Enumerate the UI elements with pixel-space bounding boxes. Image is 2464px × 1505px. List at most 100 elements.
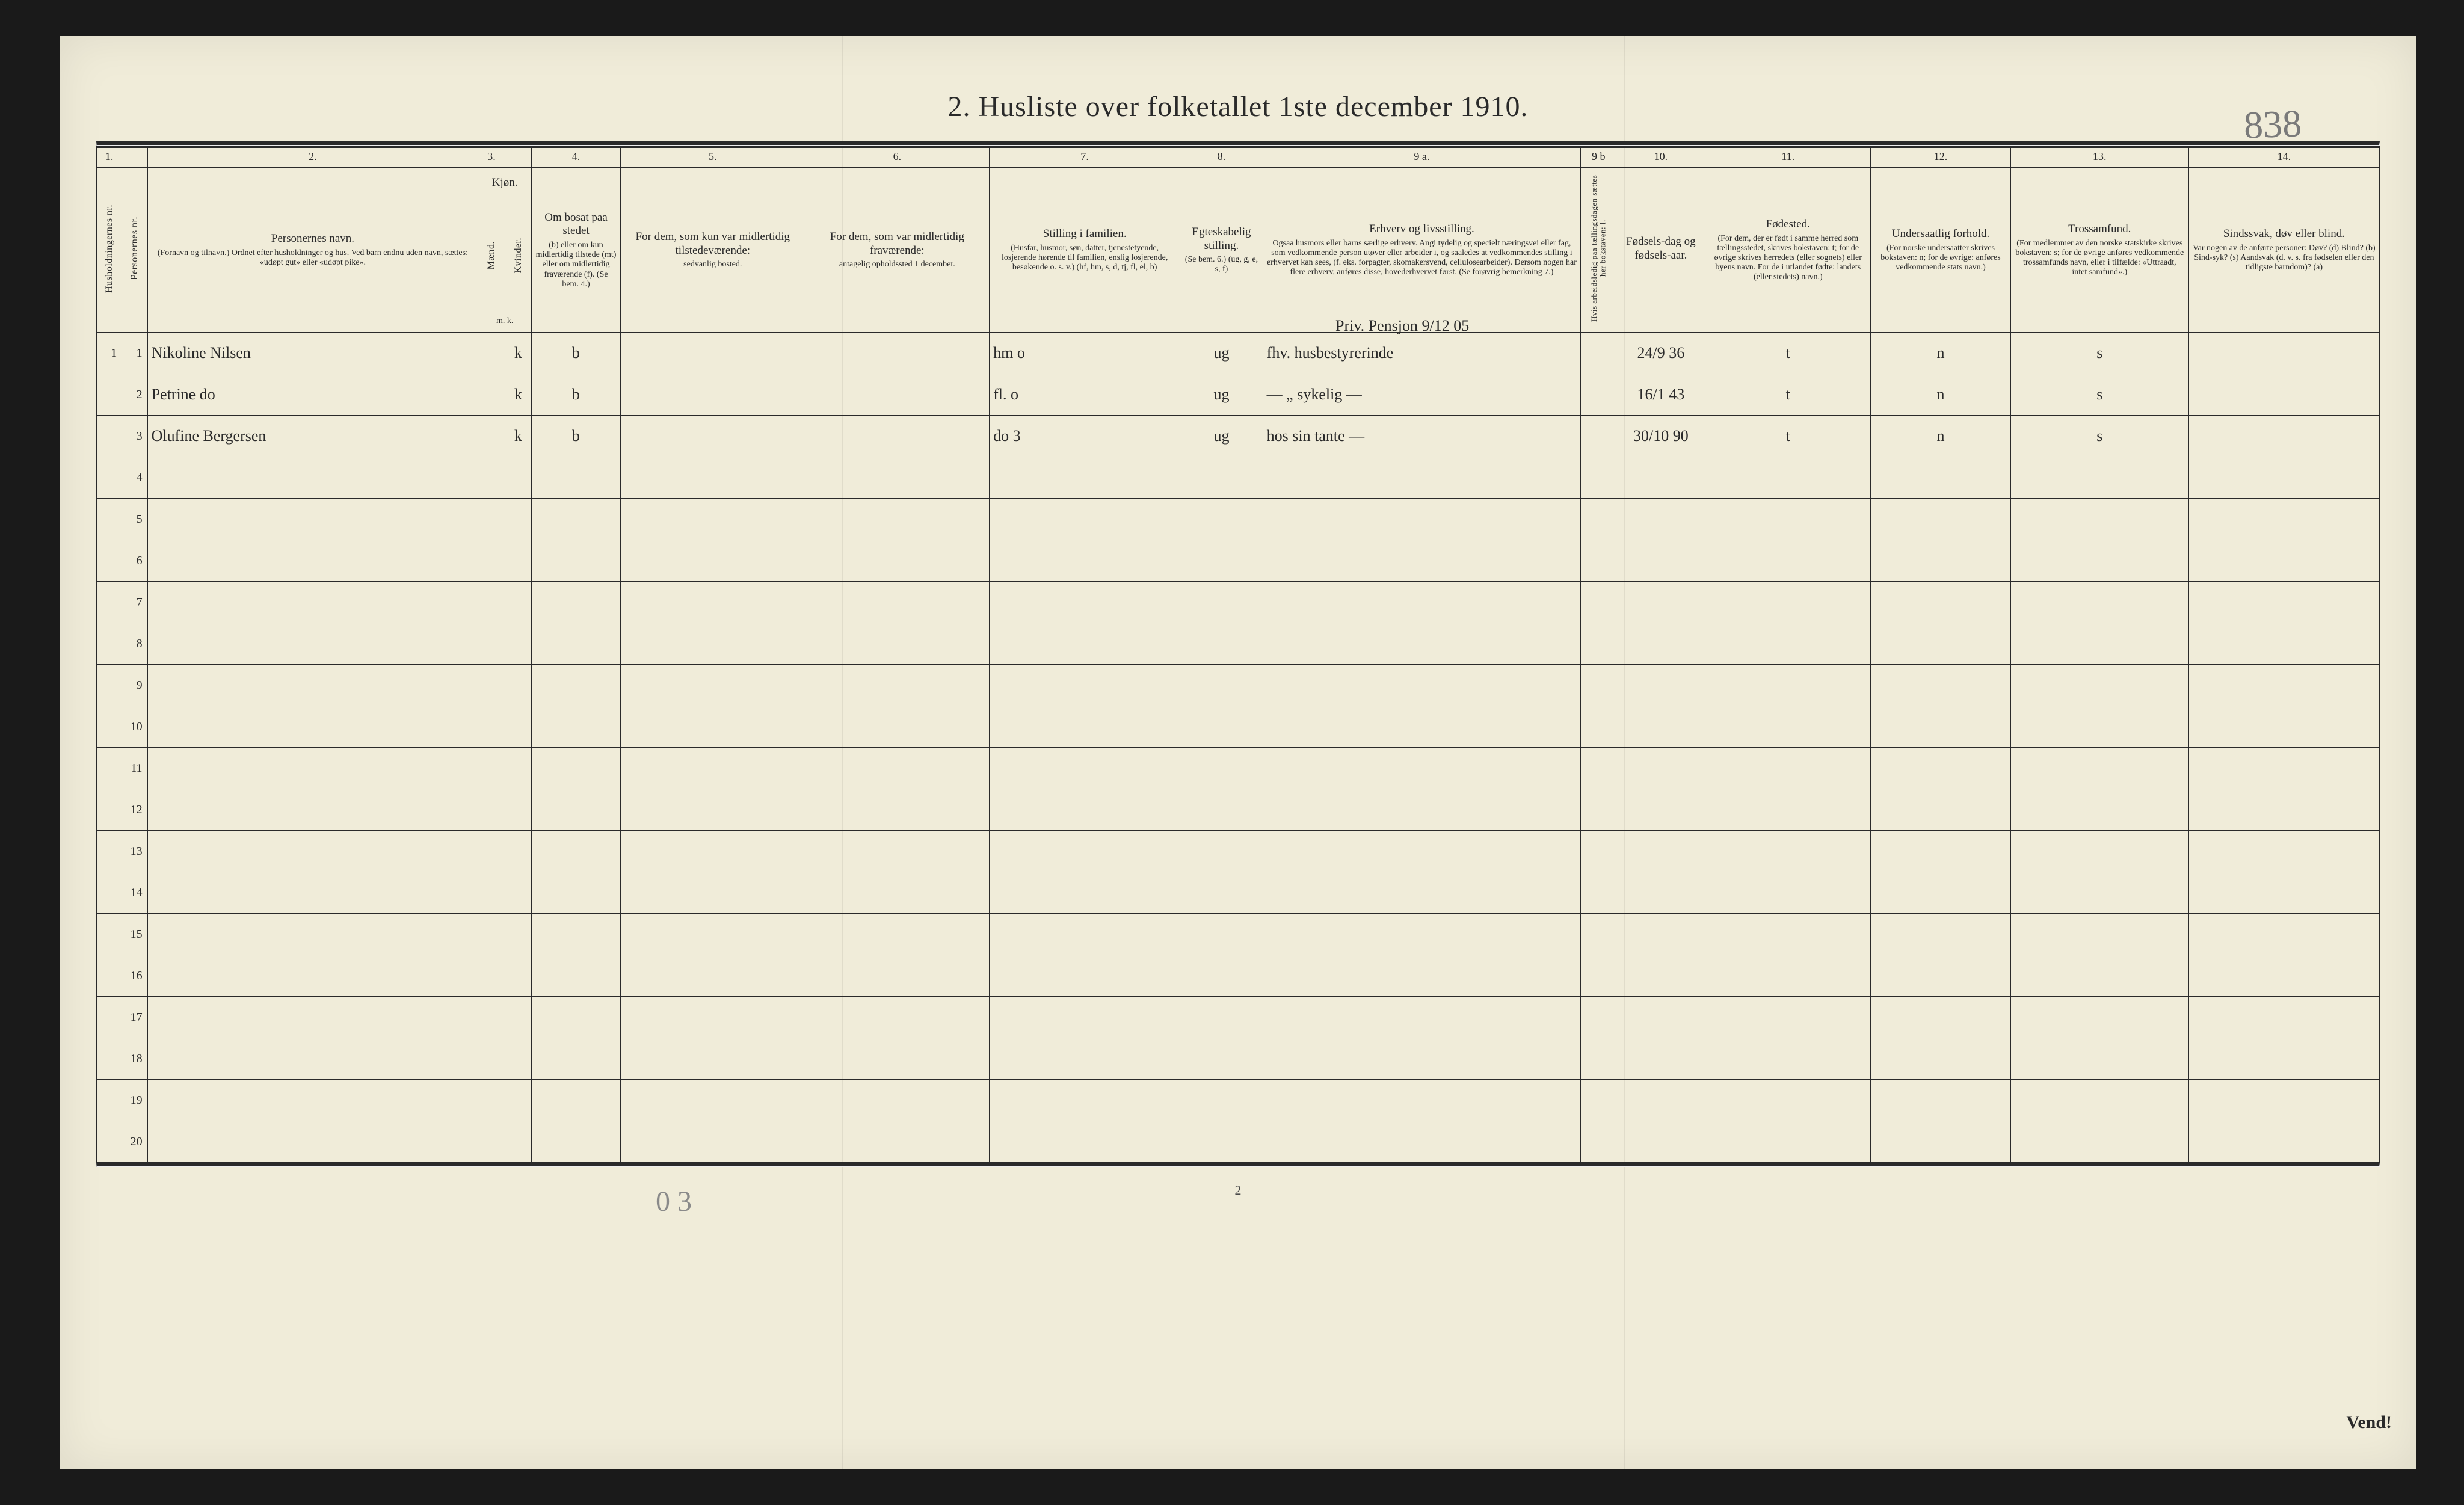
cell-empty [147,1080,478,1121]
cell-empty [478,499,505,540]
cell-empty [621,706,805,748]
cell-empty [532,665,621,706]
cell-empty [2010,997,2188,1038]
cell-empty [1180,997,1263,1038]
cell-person-nr: 11 [122,748,147,789]
cell-empty [621,914,805,955]
cell-household-nr [97,997,122,1038]
cell-empty [1871,457,2011,499]
cell-birthplace: t [1705,333,1871,374]
cell-empty [1180,499,1263,540]
cell-empty [478,665,505,706]
cell-empty [990,997,1180,1038]
cell-empty [1705,1038,1871,1080]
cell-empty [1705,582,1871,623]
colnum-10: 10. [1616,147,1705,168]
cell-empty [1871,540,2011,582]
top-rule [96,141,2380,146]
cell-person-nr: 10 [122,706,147,748]
cell-household-nr [97,789,122,831]
cell-empty [2188,499,2379,540]
cell-empty [1871,582,2011,623]
cell-empty [1616,540,1705,582]
cell-empty [147,582,478,623]
cell-temp-absent [805,333,990,374]
cell-empty [2010,540,2188,582]
cell-empty [990,540,1180,582]
cell-household-nr [97,1080,122,1121]
cell-empty [1705,499,1871,540]
cell-empty [2010,457,2188,499]
table-row: 2Petrine dokbfl. oug— „ sykelig —16/1 43… [97,374,2380,416]
cell-empty [478,623,505,665]
table-row: 19 [97,1080,2380,1121]
cell-empty [1263,1080,1581,1121]
cell-household-nr [97,955,122,997]
cell-empty [990,623,1180,665]
cell-empty [2188,872,2379,914]
hdr-disability: Sindssvak, døv eller blind. Var nogen av… [2188,168,2379,333]
colnum-2: 2. [147,147,478,168]
cell-empty [147,706,478,748]
cell-empty [1263,748,1581,789]
cell-empty [147,540,478,582]
cell-empty [532,831,621,872]
cell-empty [1871,955,2011,997]
cell-empty [621,499,805,540]
cell-unemployed [1581,374,1616,416]
cell-empty [478,582,505,623]
cell-empty [1263,872,1581,914]
cell-temp-present [621,374,805,416]
cell-person-nr: 9 [122,665,147,706]
cell-empty [990,457,1180,499]
cell-empty [621,1038,805,1080]
cell-name: Nikoline Nilsen [147,333,478,374]
cell-residence: b [532,416,621,457]
cell-empty [532,748,621,789]
cell-empty [2188,831,2379,872]
cell-person-nr: 6 [122,540,147,582]
cell-empty [1581,914,1616,955]
cell-empty [2188,955,2379,997]
hdr-religion: Trossamfund. (For medlemmer av den norsk… [2010,168,2188,333]
cell-empty [2188,457,2379,499]
hdr-temp-present: For dem, som kun var midlertidig tilsted… [621,168,805,333]
cell-empty [805,457,990,499]
cell-empty [2010,872,2188,914]
cell-empty [505,457,531,499]
cell-temp-present [621,333,805,374]
cell-empty [1581,872,1616,914]
cell-empty [532,914,621,955]
cell-temp-present [621,416,805,457]
hdr-family-position: Stilling i familien. (Husfar, husmor, sø… [990,168,1180,333]
cell-empty [1616,499,1705,540]
cell-empty [1581,665,1616,706]
hdr-name: Personernes navn. (Fornavn og tilnavn.) … [147,168,478,333]
cell-empty [532,457,621,499]
cell-empty [805,499,990,540]
cell-person-nr: 12 [122,789,147,831]
hdr-household-nr: Husholdningernes nr. [97,168,122,333]
cell-empty [621,997,805,1038]
cell-family-pos: fl. o [990,374,1180,416]
cell-empty [478,1121,505,1163]
colnum-13: 13. [2010,147,2188,168]
cell-empty [478,831,505,872]
cell-empty [147,1038,478,1080]
cell-empty [2010,1080,2188,1121]
cell-empty [1616,1038,1705,1080]
cell-empty [805,872,990,914]
cell-empty [147,831,478,872]
cell-empty [621,789,805,831]
colnum-14: 14. [2188,147,2379,168]
cell-empty [478,955,505,997]
cell-empty [1616,582,1705,623]
cell-empty [1263,457,1581,499]
cell-empty [2010,914,2188,955]
cell-empty [147,955,478,997]
cell-empty [805,1038,990,1080]
cell-empty [621,831,805,872]
cell-empty [532,955,621,997]
annotation-priv-pension: Priv. Pensjon 9/12 05 [1335,317,1469,335]
cell-empty [1616,789,1705,831]
